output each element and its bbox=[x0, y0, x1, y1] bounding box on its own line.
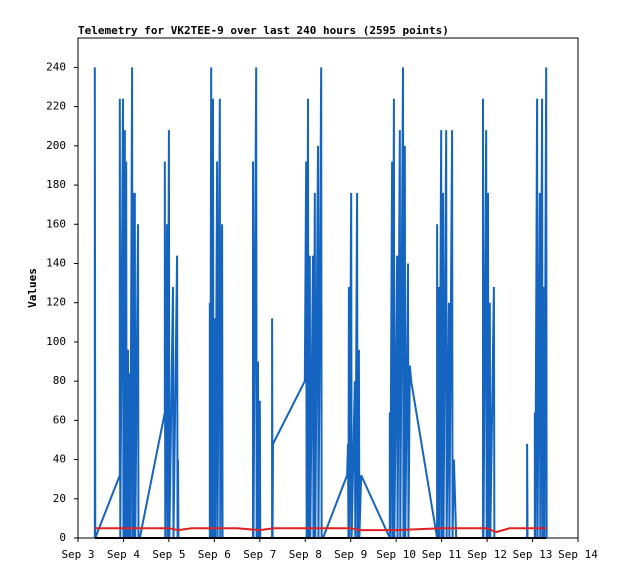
y-tick-label: 140 bbox=[46, 256, 66, 269]
x-tick-label: Sep 9 bbox=[334, 548, 367, 561]
series-line bbox=[93, 67, 548, 539]
y-tick-label: 120 bbox=[46, 296, 66, 309]
x-tick-label: Sep 7 bbox=[243, 548, 276, 561]
y-tick-label: 80 bbox=[53, 374, 66, 387]
x-tick-label: Sep 11 bbox=[422, 548, 462, 561]
x-tick-label: Sep 3 bbox=[61, 548, 94, 561]
y-tick-label: 100 bbox=[46, 335, 66, 348]
y-tick-label: 40 bbox=[53, 453, 66, 466]
y-tick-label: 60 bbox=[53, 413, 66, 426]
y-tick-label: 20 bbox=[53, 492, 66, 505]
series-line bbox=[94, 527, 547, 534]
y-tick-label: 0 bbox=[59, 531, 66, 544]
x-tick-label: Sep 13 bbox=[513, 548, 553, 561]
y-tick-label: 240 bbox=[46, 60, 66, 73]
y-tick-label: 160 bbox=[46, 217, 66, 230]
x-tick-label: Sep 12 bbox=[467, 548, 507, 561]
x-tick-label: Sep 8 bbox=[289, 548, 322, 561]
chart-title: Telemetry for VK2TEE-9 over last 240 hou… bbox=[78, 24, 449, 37]
y-tick-label: 180 bbox=[46, 178, 66, 191]
x-tick-label: Sep 14 bbox=[558, 548, 598, 561]
y-tick-label: 220 bbox=[46, 100, 66, 113]
x-tick-label: Sep 5 bbox=[152, 548, 185, 561]
y-axis-label: Values bbox=[26, 268, 39, 308]
x-tick-label: Sep 4 bbox=[107, 548, 140, 561]
y-tick-label: 200 bbox=[46, 139, 66, 152]
x-tick-label: Sep 6 bbox=[198, 548, 231, 561]
plot-frame bbox=[77, 37, 579, 539]
x-tick-label: Sep 10 bbox=[376, 548, 416, 561]
